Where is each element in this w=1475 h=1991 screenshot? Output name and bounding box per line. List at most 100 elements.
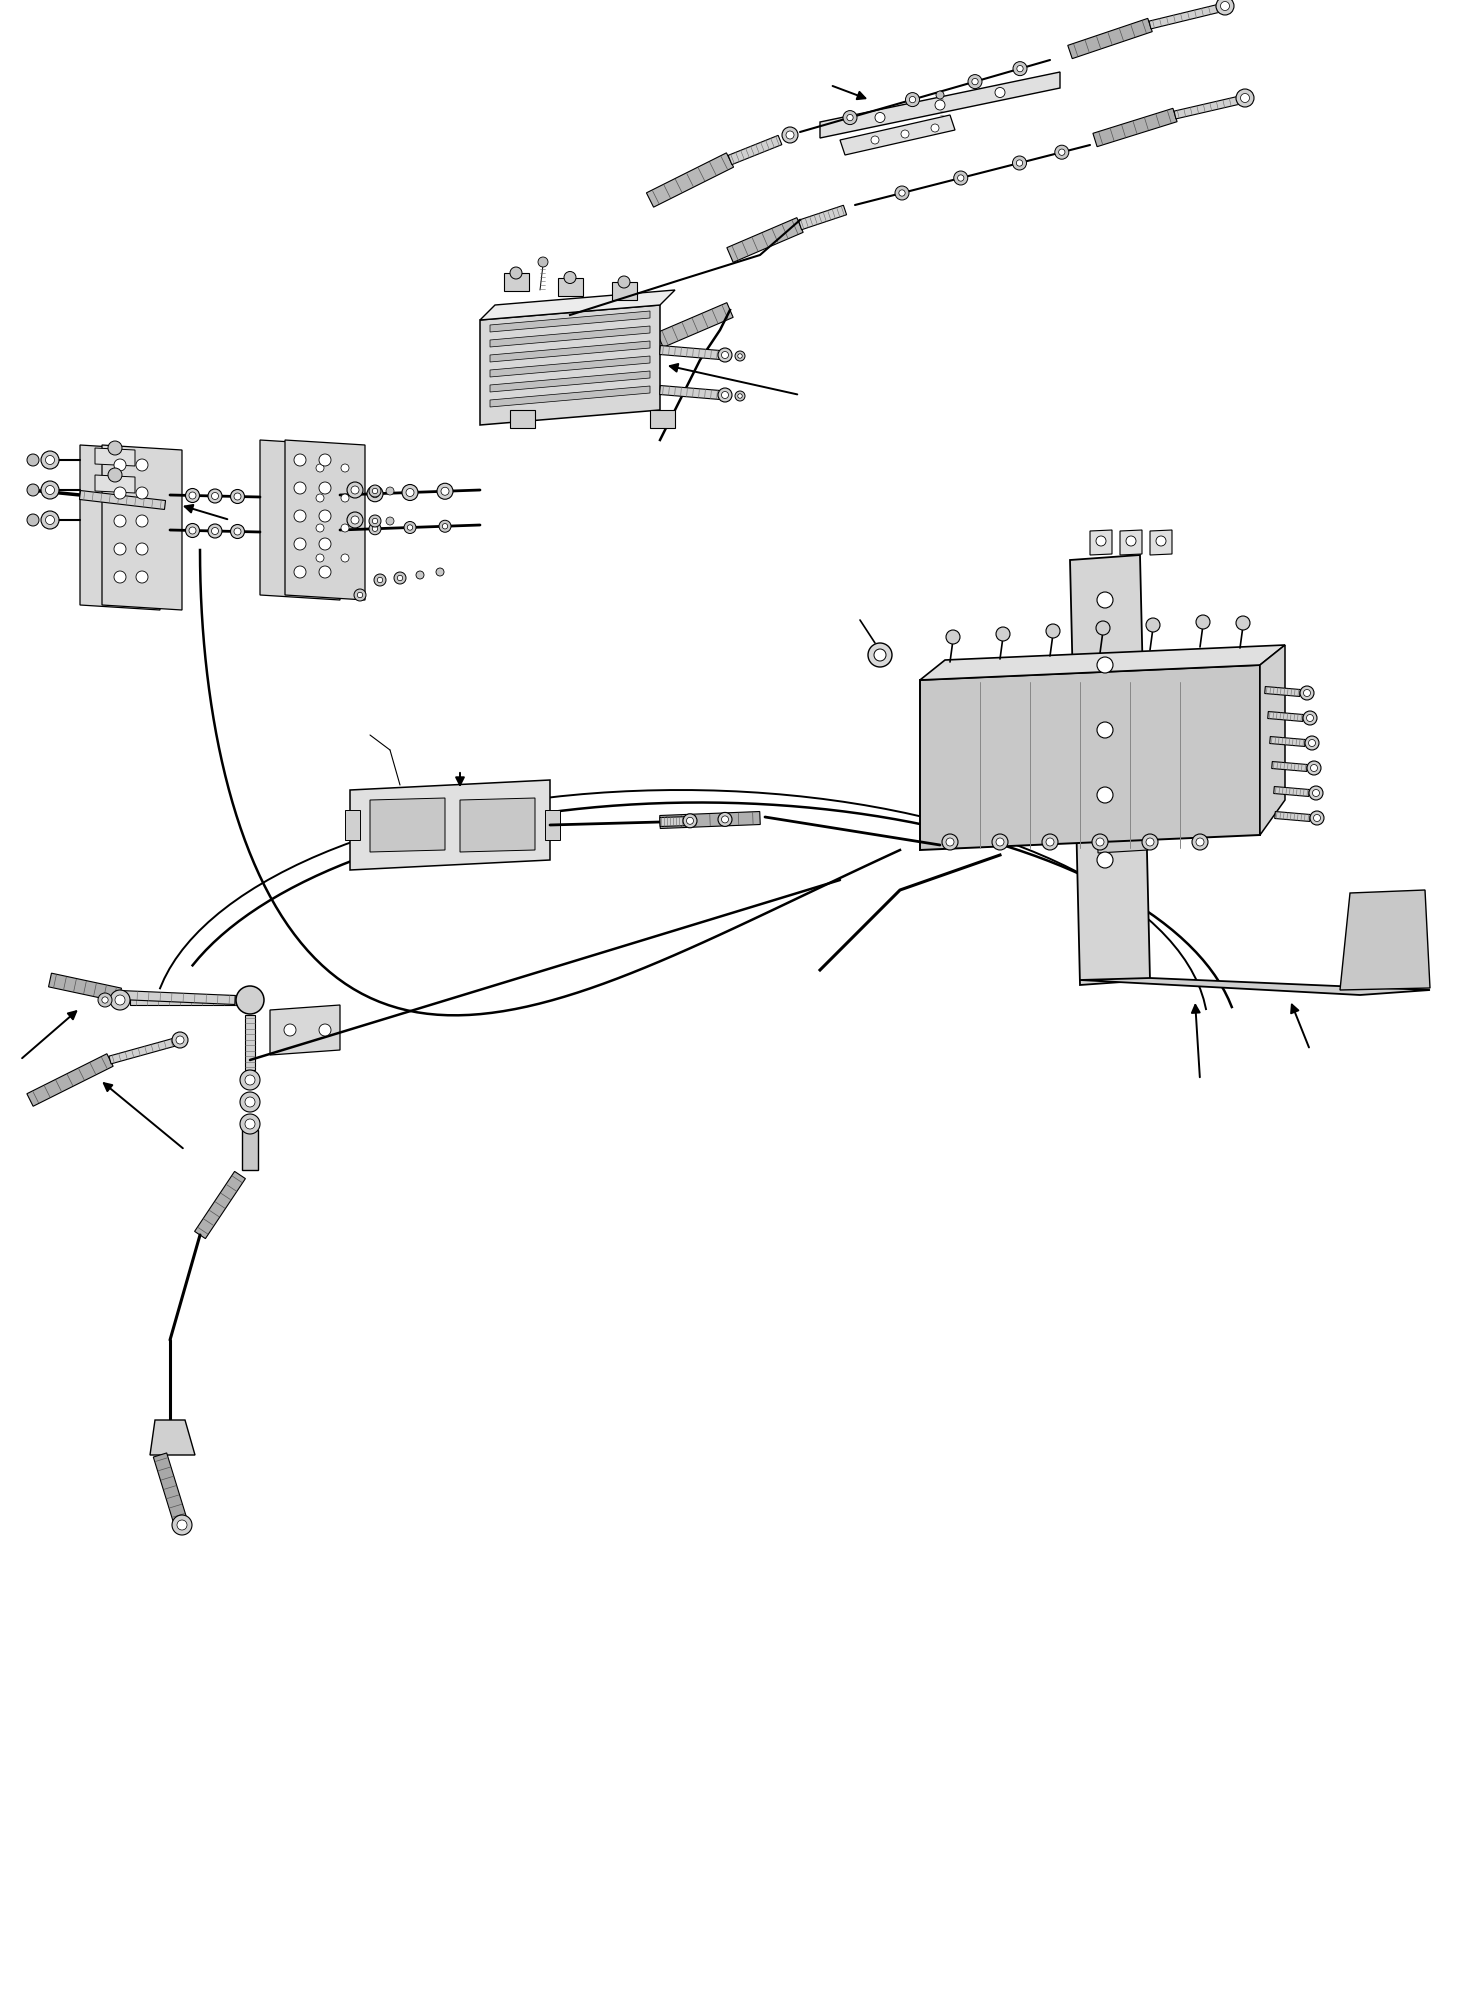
- Polygon shape: [920, 665, 1260, 850]
- Circle shape: [738, 354, 742, 358]
- Polygon shape: [102, 446, 181, 609]
- Circle shape: [354, 589, 366, 601]
- Polygon shape: [80, 446, 159, 609]
- Polygon shape: [659, 386, 720, 400]
- Polygon shape: [650, 410, 676, 428]
- Circle shape: [844, 111, 857, 125]
- Circle shape: [189, 528, 196, 534]
- Circle shape: [208, 524, 223, 538]
- Circle shape: [735, 350, 745, 360]
- Circle shape: [910, 96, 916, 104]
- Polygon shape: [1174, 96, 1240, 119]
- Circle shape: [114, 460, 125, 472]
- Polygon shape: [659, 816, 690, 826]
- Circle shape: [41, 452, 59, 470]
- Circle shape: [357, 591, 363, 597]
- Circle shape: [875, 113, 885, 123]
- Circle shape: [316, 524, 324, 532]
- Circle shape: [351, 516, 358, 524]
- Circle shape: [440, 520, 451, 532]
- Circle shape: [718, 348, 732, 362]
- Polygon shape: [150, 1420, 195, 1455]
- Polygon shape: [270, 1005, 341, 1055]
- Circle shape: [1305, 737, 1319, 751]
- Polygon shape: [727, 217, 804, 263]
- Polygon shape: [1267, 711, 1304, 721]
- Circle shape: [294, 510, 305, 522]
- Circle shape: [996, 88, 1004, 98]
- Circle shape: [111, 990, 130, 1009]
- Polygon shape: [1271, 761, 1307, 771]
- Circle shape: [721, 352, 729, 358]
- Circle shape: [367, 486, 384, 502]
- Circle shape: [875, 649, 886, 661]
- Circle shape: [738, 394, 742, 398]
- Circle shape: [1097, 657, 1114, 673]
- Circle shape: [176, 1035, 184, 1043]
- Circle shape: [369, 486, 381, 498]
- Circle shape: [211, 528, 218, 534]
- Circle shape: [996, 838, 1004, 846]
- Circle shape: [1146, 617, 1159, 631]
- Circle shape: [1308, 739, 1316, 747]
- Polygon shape: [245, 1015, 255, 1069]
- Circle shape: [437, 567, 444, 575]
- Circle shape: [230, 490, 245, 504]
- Circle shape: [735, 390, 745, 400]
- Circle shape: [319, 1023, 330, 1035]
- Circle shape: [968, 74, 982, 90]
- Polygon shape: [1094, 697, 1148, 852]
- Polygon shape: [490, 370, 650, 392]
- Circle shape: [563, 271, 577, 283]
- Circle shape: [867, 643, 892, 667]
- Circle shape: [375, 573, 386, 585]
- Polygon shape: [109, 1037, 176, 1063]
- Circle shape: [1041, 834, 1058, 850]
- Circle shape: [341, 494, 350, 502]
- Circle shape: [108, 440, 122, 456]
- Circle shape: [1196, 838, 1204, 846]
- Circle shape: [404, 522, 416, 534]
- Circle shape: [686, 816, 693, 824]
- Polygon shape: [490, 340, 650, 362]
- Circle shape: [46, 456, 55, 464]
- Polygon shape: [1264, 687, 1301, 697]
- Polygon shape: [370, 798, 445, 852]
- Circle shape: [1310, 765, 1317, 771]
- Circle shape: [1156, 536, 1167, 546]
- Circle shape: [1304, 689, 1310, 697]
- Circle shape: [1196, 615, 1210, 629]
- Circle shape: [1310, 810, 1325, 824]
- Polygon shape: [1150, 530, 1173, 555]
- Polygon shape: [729, 135, 782, 165]
- Circle shape: [943, 834, 957, 850]
- Circle shape: [386, 518, 394, 526]
- Polygon shape: [1093, 108, 1177, 147]
- Circle shape: [782, 127, 798, 143]
- Circle shape: [442, 524, 448, 530]
- Circle shape: [372, 488, 378, 494]
- Circle shape: [847, 113, 853, 121]
- Polygon shape: [460, 798, 535, 852]
- Circle shape: [114, 571, 125, 583]
- Circle shape: [394, 571, 406, 583]
- Circle shape: [372, 518, 378, 524]
- Polygon shape: [27, 1053, 114, 1107]
- Polygon shape: [659, 346, 720, 360]
- Circle shape: [901, 129, 909, 137]
- Circle shape: [41, 482, 59, 500]
- Polygon shape: [479, 305, 659, 424]
- Circle shape: [108, 468, 122, 482]
- Circle shape: [369, 524, 381, 536]
- Circle shape: [294, 565, 305, 577]
- Circle shape: [1092, 834, 1108, 850]
- Circle shape: [1308, 786, 1323, 800]
- Circle shape: [957, 175, 963, 181]
- Circle shape: [416, 571, 423, 579]
- Circle shape: [240, 1069, 260, 1089]
- Polygon shape: [558, 277, 583, 295]
- Polygon shape: [1120, 530, 1142, 555]
- Polygon shape: [94, 476, 136, 494]
- Circle shape: [1097, 852, 1114, 868]
- Circle shape: [1059, 149, 1065, 155]
